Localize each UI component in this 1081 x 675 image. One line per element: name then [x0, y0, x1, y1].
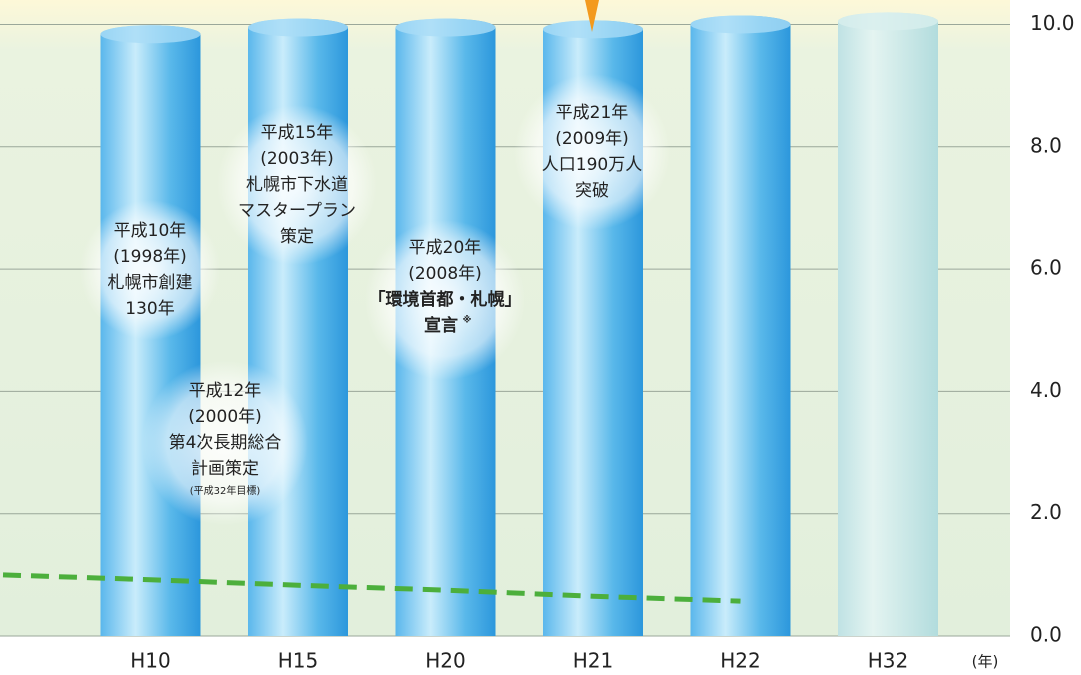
annotation-text: (2008年) [408, 264, 482, 284]
annotation-glow [142, 360, 308, 526]
bar-top [395, 18, 496, 37]
annotation-text: (2009年) [555, 129, 629, 149]
annotation-text: (平成32年目標) [190, 484, 261, 497]
annotation-text: 平成20年 [409, 238, 482, 258]
x-unit: (年) [972, 653, 999, 671]
annotation-text: 「環境首都・札幌」 [369, 289, 522, 310]
bar-top [248, 18, 348, 37]
annotation-text: 人口190万人 [542, 155, 642, 175]
annotation-text: 宣言 [424, 315, 458, 336]
annotation-text: 平成15年 [261, 123, 334, 143]
annotation-glow [217, 105, 377, 265]
annotation-glow [80, 200, 220, 340]
annotation-text: 第4次長期総合 [169, 433, 282, 453]
x-tick-label: H21 [573, 649, 614, 673]
bar [690, 15, 791, 636]
y-tick-label: 4.0 [1030, 378, 1062, 402]
bar-top [690, 15, 791, 34]
trend-line [2, 572, 741, 604]
annotation-text: 平成10年 [114, 221, 187, 241]
annotation-text: (2000年) [188, 407, 262, 427]
annotation-text: ※ [463, 315, 472, 326]
annotation-text: 突破 [575, 181, 609, 201]
bar-top [100, 25, 201, 44]
annotation-text: 策定 [280, 227, 314, 247]
x-tick-label: H20 [425, 649, 466, 673]
annotation-text: 130年 [125, 299, 174, 319]
annotation-text: (2003年) [260, 149, 334, 169]
bar-top [838, 12, 938, 31]
annotation-text: 札幌市創建 [108, 273, 193, 293]
annotation-text: 札幌市下水道 [246, 175, 348, 195]
annotation-glow [514, 74, 670, 230]
annotation-text: (1998年) [113, 247, 187, 267]
y-tick-label: 0.0 [1030, 623, 1062, 647]
y-tick-label: 6.0 [1030, 256, 1062, 280]
arrow [585, 0, 599, 32]
x-tick-label: H22 [720, 649, 761, 673]
annotation-text: 平成21年 [556, 103, 629, 123]
x-tick-label: H10 [130, 649, 171, 673]
annotation-text: 計画策定 [191, 459, 259, 479]
y-tick-label: 10.0 [1030, 11, 1075, 35]
annotation-text: 平成12年 [189, 381, 262, 401]
x-tick-label: H15 [278, 649, 319, 673]
x-tick-label: H32 [868, 649, 909, 673]
y-tick-label: 8.0 [1030, 133, 1062, 157]
annotation-glow [365, 220, 525, 380]
bar-top [543, 20, 643, 39]
y-tick-label: 2.0 [1030, 500, 1062, 524]
annotation-text: マスタープラン [238, 201, 356, 221]
bar [838, 12, 938, 636]
